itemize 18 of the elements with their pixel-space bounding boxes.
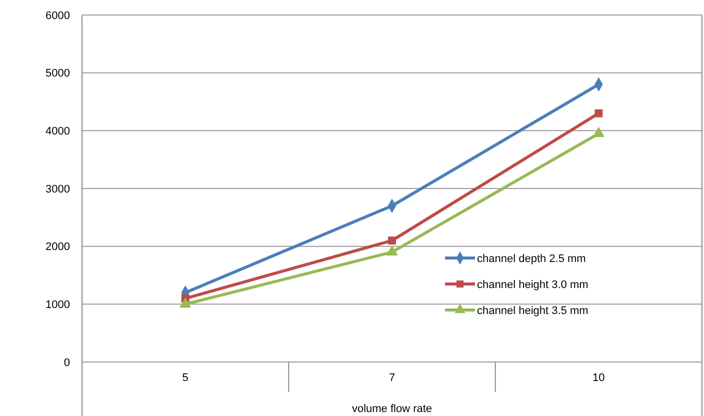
y-tick-label: 2000 <box>46 241 70 254</box>
y-tick-label: 1000 <box>46 299 70 312</box>
y-tick-label: 0 <box>64 356 70 369</box>
point <box>594 109 603 118</box>
y-tick-label: 3000 <box>46 183 70 196</box>
y-tick-label: 5000 <box>46 68 70 80</box>
point <box>388 236 396 245</box>
point <box>179 297 192 308</box>
x-tick-label: 10 <box>592 372 605 384</box>
x-tick-label: 5 <box>182 372 188 384</box>
legend-label: channel depth 2.5 mm <box>477 252 586 265</box>
y-tick-label: 4000 <box>46 126 70 138</box>
legend-label: channel height 3.0 mm <box>477 278 588 291</box>
x-axis-title: volume flow rate <box>352 403 432 415</box>
y-tick-label: 6000 <box>46 10 70 22</box>
x-tick-label: 7 <box>388 372 396 384</box>
point <box>386 245 398 256</box>
legend-label: channel height 3.5 mm <box>477 304 588 317</box>
